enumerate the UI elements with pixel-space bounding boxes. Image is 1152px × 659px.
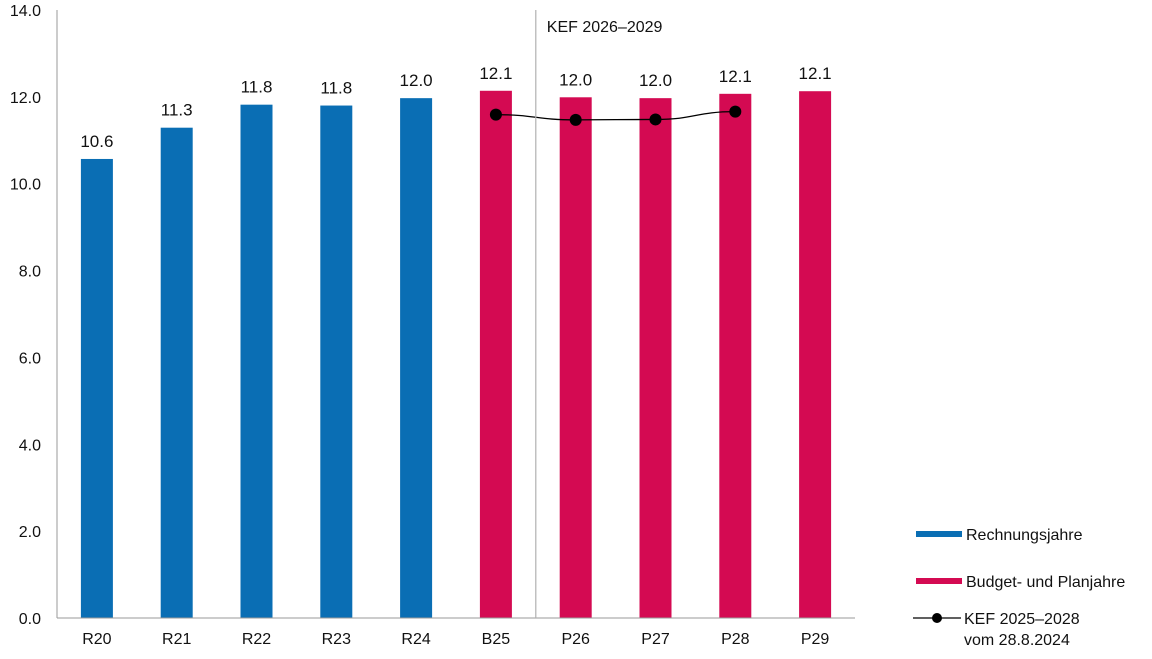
bar-R24: [400, 98, 433, 618]
x-tick-label: R23: [322, 631, 351, 648]
data-label: 11.3: [161, 101, 193, 120]
legend-label: vom 28.8.2024: [964, 632, 1070, 649]
kef-point: [569, 113, 582, 126]
bar-R23: [320, 105, 353, 619]
kef-point: [729, 105, 742, 118]
x-axis: R20 R21 R22 R23 R24 B25 P26 P27 P28 P29: [57, 617, 855, 648]
data-label: 12.1: [479, 64, 512, 83]
bar-R21: [160, 127, 193, 618]
data-label: 12.0: [559, 70, 592, 89]
bar-P28: [719, 93, 752, 619]
bar-R22: [240, 104, 273, 618]
y-tick-label: 6.0: [19, 350, 41, 367]
x-tick-label: P29: [801, 631, 830, 648]
legend-swatch: [916, 578, 962, 584]
y-tick-label: 10.0: [10, 177, 41, 194]
y-tick-label: 14.0: [10, 3, 41, 20]
x-tick-label: R21: [162, 631, 191, 648]
data-label: 12.0: [639, 71, 672, 90]
legend-label: Budget- und Planjahre: [966, 574, 1125, 591]
bar-B25: [479, 90, 512, 618]
x-tick-label: B25: [482, 631, 511, 648]
y-axis: 0.0 2.0 4.0 6.0 8.0 10.0 12.0 14.0: [10, 3, 58, 628]
bar-R20: [80, 158, 113, 618]
data-label: 12.0: [400, 71, 433, 90]
y-tick-label: 0.0: [19, 611, 41, 628]
annotation-label: KEF 2026–2029: [547, 19, 663, 36]
y-tick-label: 12.0: [10, 90, 41, 107]
kef-point: [489, 108, 502, 121]
bar-P27: [639, 98, 672, 618]
legend-swatch: [916, 531, 962, 537]
legend-label: Rechnungsjahre: [966, 527, 1083, 544]
data-label: 11.8: [241, 78, 273, 97]
y-tick-label: 8.0: [19, 264, 41, 281]
x-tick-label: P28: [721, 631, 750, 648]
bar-P29: [799, 91, 832, 618]
bar-P26: [559, 97, 592, 618]
data-label: 11.8: [320, 79, 352, 98]
data-label: 10.6: [80, 132, 113, 151]
x-tick-label: R24: [401, 631, 430, 648]
x-tick-label: R22: [242, 631, 271, 648]
data-label: 12.1: [799, 64, 832, 83]
legend-label: KEF 2025–2028: [964, 611, 1080, 628]
legend-swatch-point: [932, 613, 942, 623]
x-tick-label: P26: [561, 631, 590, 648]
kef-line: [489, 105, 742, 126]
x-tick-label: P27: [641, 631, 670, 648]
y-tick-label: 2.0: [19, 524, 41, 541]
data-label: 12.1: [719, 67, 752, 86]
kef-line-path: [495, 110, 736, 121]
legend: Rechnungsjahre Budget- und Planjahre KEF 2…: [913, 527, 1125, 649]
y-tick-label: 4.0: [19, 437, 41, 454]
x-tick-label: R20: [82, 631, 111, 648]
bars: 10.6 11.3 11.8 11.8 12.0 12.1 12.0 12.0 12.1 12.1: [80, 64, 832, 619]
kef-point: [649, 113, 662, 126]
annotation: KEF 2026–2029: [535, 10, 663, 618]
